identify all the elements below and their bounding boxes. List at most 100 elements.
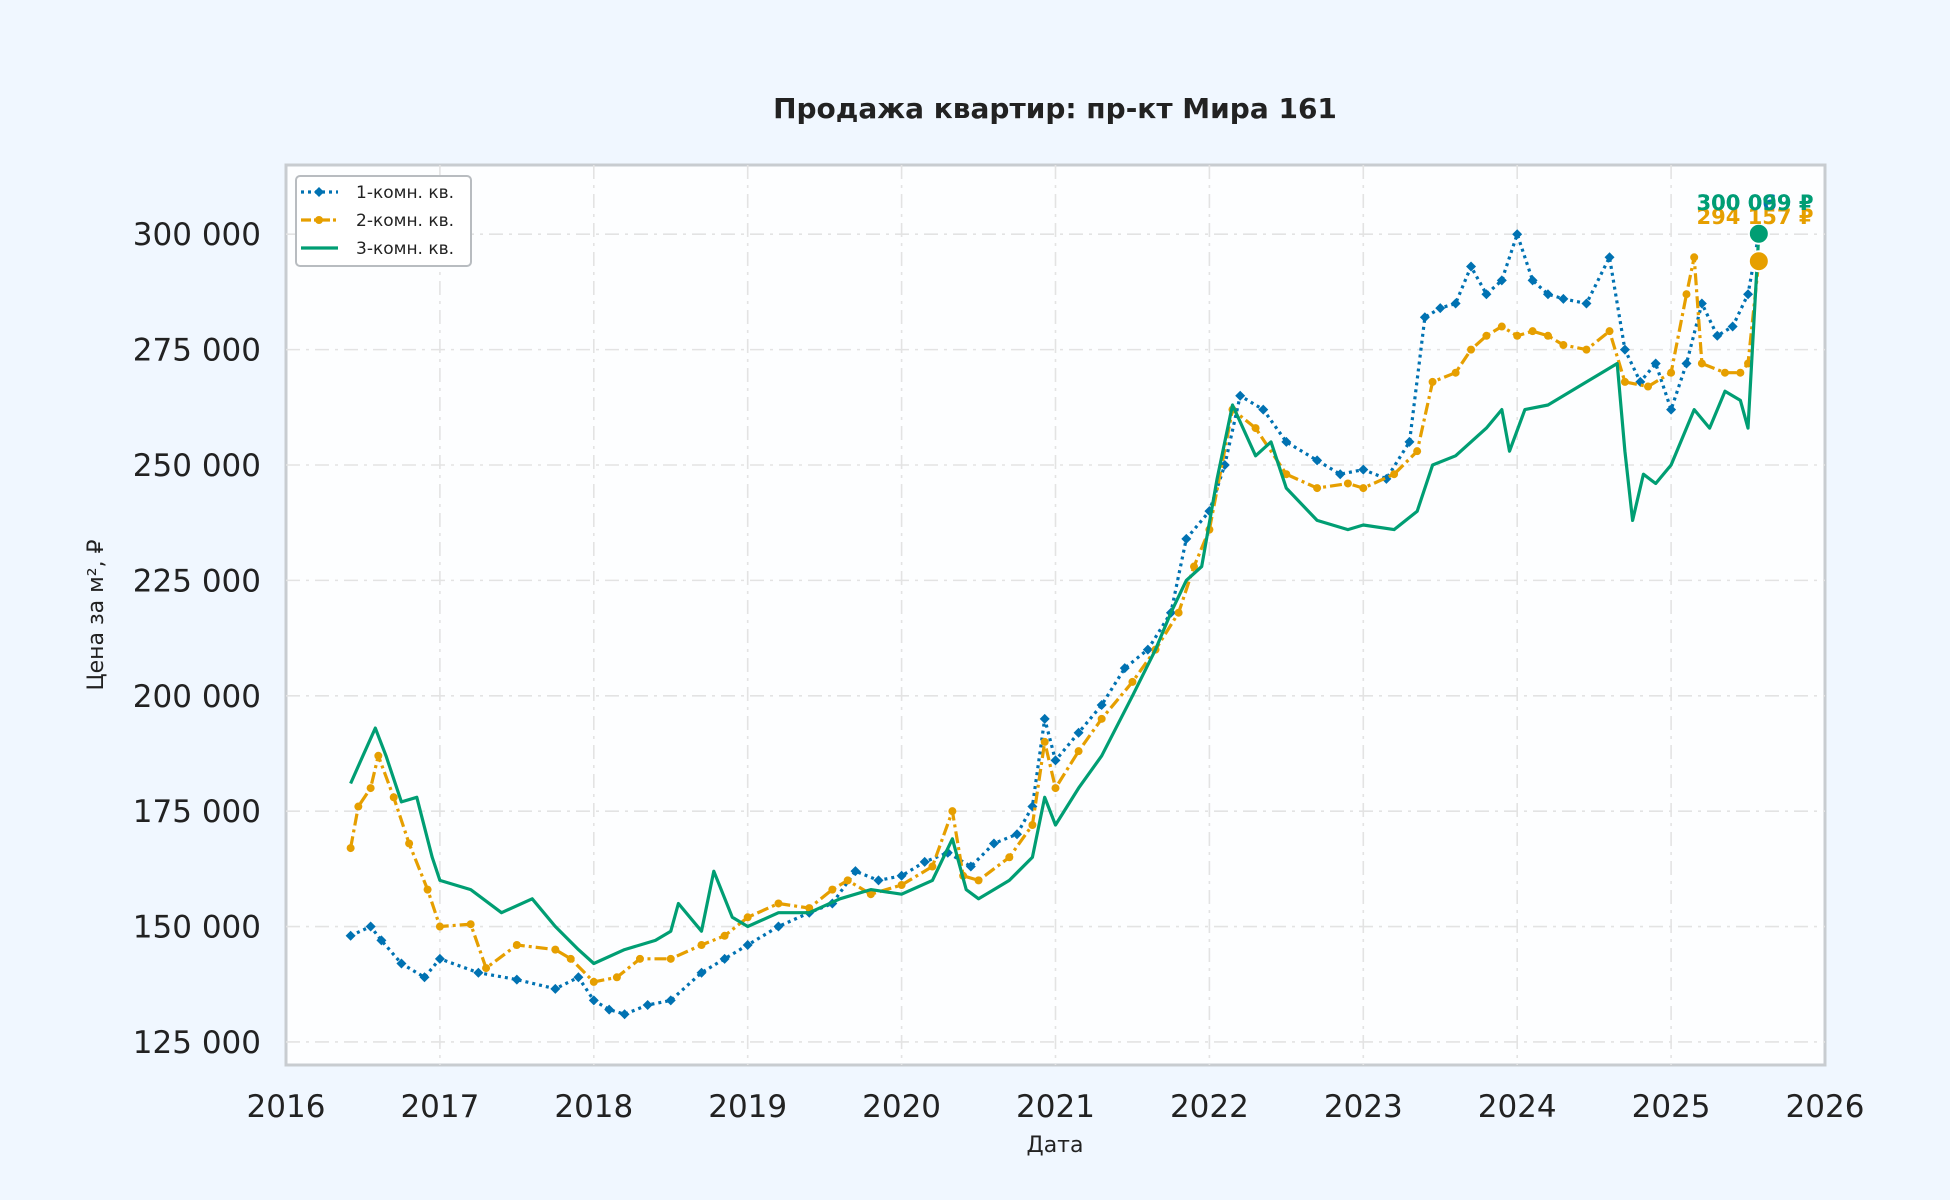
data-point xyxy=(1128,677,1137,686)
data-point xyxy=(1450,298,1461,309)
data-point xyxy=(512,941,521,949)
data-point xyxy=(742,940,753,950)
data-point xyxy=(843,876,852,885)
data-point xyxy=(376,935,387,946)
data-point xyxy=(666,954,675,963)
data-point xyxy=(743,913,752,922)
x-tick-label: 2017 xyxy=(400,1089,479,1125)
data-point xyxy=(566,954,575,963)
data-point xyxy=(1712,330,1723,341)
data-point xyxy=(1335,469,1346,480)
data-point xyxy=(1235,390,1246,401)
data-point xyxy=(1542,289,1553,300)
x-tick-label: 2022 xyxy=(1170,1089,1249,1125)
data-point xyxy=(345,930,356,941)
y-axis: 125 000 150 000 175 000 200 000 225 000 250 0… xyxy=(133,217,261,1061)
y-tick-label: 150 000 xyxy=(133,910,261,946)
data-point xyxy=(919,856,930,867)
data-point xyxy=(396,958,407,969)
data-point xyxy=(423,885,432,894)
y-tick-label: 300 000 xyxy=(133,217,261,253)
data-point xyxy=(1667,368,1676,377)
grid xyxy=(286,165,1825,1065)
legend-label: 3-комн. кв. xyxy=(356,239,454,259)
series-line-2 xyxy=(349,255,1761,984)
data-point xyxy=(1390,470,1399,479)
data-point xyxy=(365,921,376,932)
data-point xyxy=(1720,368,1729,377)
data-point xyxy=(1358,464,1369,475)
data-point xyxy=(1097,714,1106,723)
data-point xyxy=(1074,747,1083,756)
data-point xyxy=(1582,345,1591,354)
data-point xyxy=(897,881,906,889)
data-point xyxy=(642,1000,653,1010)
data-point xyxy=(1650,358,1661,369)
data-point xyxy=(374,751,383,760)
data-point xyxy=(346,844,355,853)
data-point xyxy=(774,899,783,908)
data-point xyxy=(1581,298,1592,309)
data-point xyxy=(1312,455,1323,466)
data-point xyxy=(1012,829,1023,840)
x-tick-label: 2026 xyxy=(1786,1089,1865,1125)
data-point xyxy=(1513,331,1522,340)
data-point xyxy=(1743,289,1754,300)
data-point xyxy=(1419,312,1430,323)
data-point xyxy=(1481,289,1492,300)
end-value-label: 300 069 ₽ xyxy=(1697,191,1814,215)
data-point xyxy=(1359,484,1368,493)
data-point xyxy=(588,995,599,1006)
data-point xyxy=(1142,644,1153,655)
data-point xyxy=(965,861,976,872)
data-point xyxy=(696,967,707,978)
data-point xyxy=(354,802,363,811)
data-point xyxy=(1343,479,1352,488)
data-point xyxy=(928,862,937,871)
data-point xyxy=(1497,322,1506,331)
data-point xyxy=(1451,368,1460,377)
data-point xyxy=(1644,382,1653,391)
data-point xyxy=(1682,290,1691,299)
data-point xyxy=(589,977,598,986)
data-point xyxy=(866,890,875,899)
data-point xyxy=(482,964,491,973)
data-point xyxy=(1466,261,1477,272)
data-point xyxy=(434,953,445,964)
data-point xyxy=(1181,533,1192,544)
data-point xyxy=(1620,377,1629,386)
data-point xyxy=(1666,404,1677,415)
data-point xyxy=(1559,341,1568,349)
data-point xyxy=(366,784,375,793)
data-point xyxy=(466,920,475,929)
data-point xyxy=(1690,253,1699,262)
legend-label: 1-комн. кв. xyxy=(356,183,454,203)
data-point xyxy=(473,967,484,978)
data-point xyxy=(1050,755,1061,766)
data-point xyxy=(550,983,561,994)
data-point xyxy=(1028,821,1037,829)
x-axis-label: Дата xyxy=(1027,1133,1084,1158)
data-point xyxy=(1527,275,1538,286)
data-point xyxy=(948,807,957,816)
data-point xyxy=(850,866,861,877)
data-point xyxy=(1039,713,1050,724)
x-axis: 2016 2017 2018 2019 2020 2021 2022 2023 2024 2025… xyxy=(247,1089,1865,1125)
data-point xyxy=(773,921,784,932)
data-point xyxy=(1281,436,1292,447)
x-tick-label: 2021 xyxy=(1016,1089,1095,1125)
data-point xyxy=(665,995,676,1006)
data-point xyxy=(719,953,730,964)
data-point xyxy=(1282,470,1291,479)
data-point xyxy=(1604,252,1615,263)
end-value-label: 294 157 ₽ xyxy=(1697,205,1814,229)
x-tick-label: 2025 xyxy=(1632,1089,1711,1125)
series-layer xyxy=(345,228,1764,1020)
data-point xyxy=(419,972,430,983)
data-point xyxy=(1512,229,1523,240)
x-tick-label: 2019 xyxy=(708,1089,787,1125)
x-tick-label: 2020 xyxy=(862,1089,941,1125)
x-tick-label: 2024 xyxy=(1478,1089,1557,1125)
chart-title: Продажа квартир: пр-кт Мира 161 xyxy=(773,92,1337,125)
end-value-label: 300 099 ₽ xyxy=(1697,191,1814,215)
